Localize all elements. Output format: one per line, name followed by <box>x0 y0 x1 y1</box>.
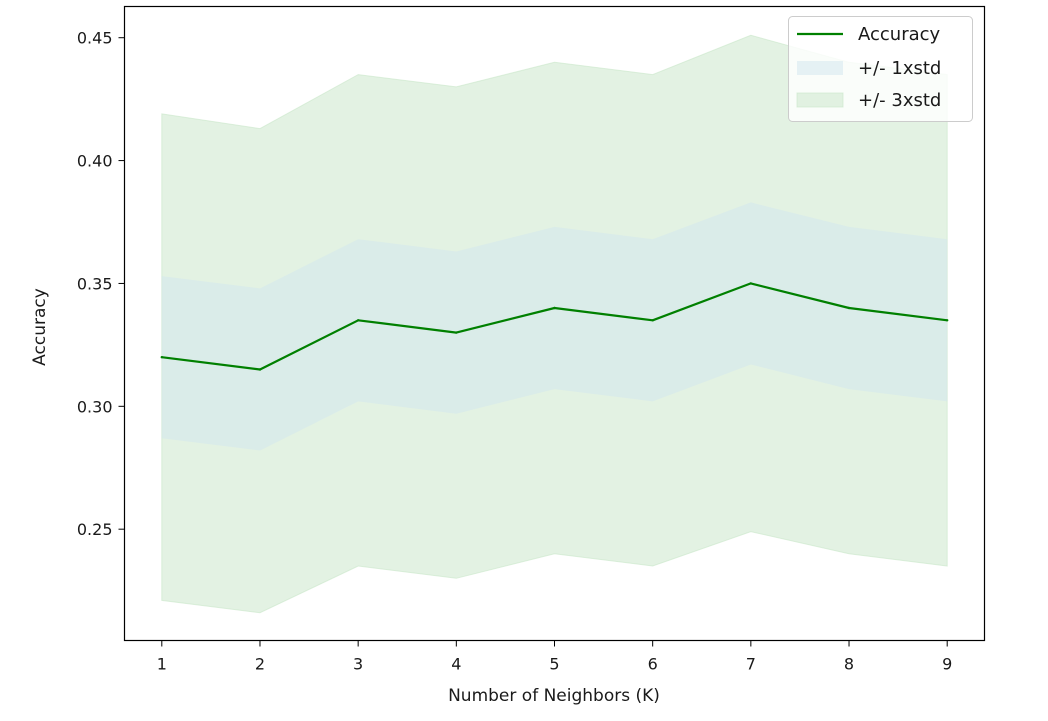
accuracy-point-k4 <box>455 331 458 334</box>
x-tick-label-5: 5 <box>549 655 559 674</box>
band-1xstd <box>161 202 948 451</box>
accuracy-point-k3 <box>357 319 360 322</box>
y-axis-title: Accuracy <box>30 288 50 366</box>
x-tick-label-9: 9 <box>942 655 952 674</box>
y-tick-label-2: 0.35 <box>77 274 113 293</box>
y-tick-label-3: 0.40 <box>77 152 113 171</box>
x-tick-label-7: 7 <box>746 655 756 674</box>
accuracy-series <box>160 282 949 371</box>
legend-accuracy-label: Accuracy <box>858 24 941 45</box>
legend-1xstd-label: +/- 1xstd <box>858 58 941 79</box>
accuracy-point-k6 <box>651 319 654 322</box>
x-tick-label-3: 3 <box>353 655 363 674</box>
std-bands <box>161 34 948 614</box>
y-axis: 0.25 0.30 0.35 0.40 0.45 <box>77 29 125 539</box>
accuracy-point-k7 <box>749 282 752 285</box>
legend-1xstd-swatch <box>797 61 843 75</box>
y-tick-label-0: 0.25 <box>77 520 113 539</box>
x-tick-label-6: 6 <box>648 655 658 674</box>
accuracy-point-k9 <box>946 319 949 322</box>
accuracy-point-k2 <box>258 368 262 371</box>
x-axis-title: Number of Neighbors (K) <box>448 686 660 706</box>
y-tick-label-4: 0.45 <box>77 29 113 48</box>
legend: Accuracy +/- 1xstd +/- 3xstd <box>788 16 973 122</box>
x-tick-label-1: 1 <box>157 655 167 674</box>
x-axis: 1 2 3 4 5 6 7 8 9 <box>157 640 952 674</box>
accuracy-point-k1 <box>160 356 163 359</box>
legend-3xstd-label: +/- 3xstd <box>858 90 941 111</box>
accuracy-point-k5 <box>553 306 556 310</box>
y-tick-label-1: 0.30 <box>77 397 113 416</box>
accuracy-point-k8 <box>847 306 851 310</box>
x-tick-label-8: 8 <box>844 655 854 674</box>
x-tick-label-4: 4 <box>451 655 461 674</box>
x-tick-label-2: 2 <box>255 655 265 674</box>
legend-3xstd-swatch <box>796 92 844 108</box>
